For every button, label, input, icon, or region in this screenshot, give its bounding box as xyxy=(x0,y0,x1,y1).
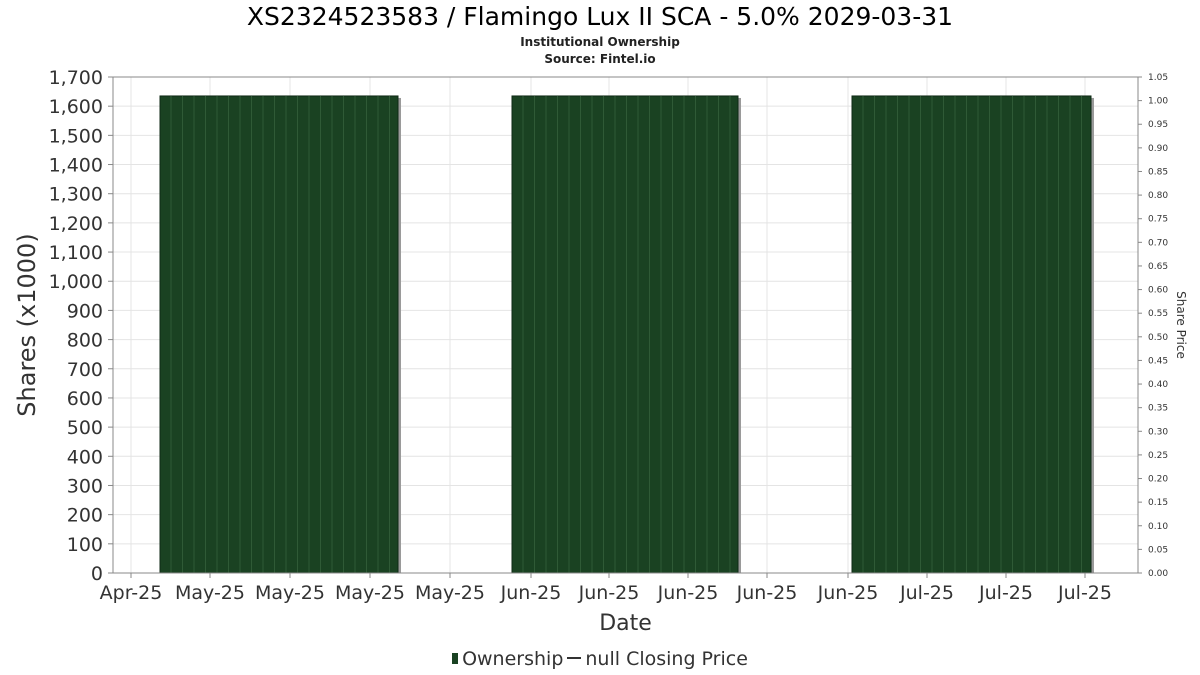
y-tick-label: 200 xyxy=(67,505,103,527)
y2-tick-label: 0.55 xyxy=(1148,309,1168,319)
y-tick-label: 400 xyxy=(67,446,103,468)
ownership-legend-swatch xyxy=(452,653,459,664)
y-tick-label: 1,200 xyxy=(49,213,103,235)
price-legend-label: null Closing Price xyxy=(585,648,748,670)
y-tick-label: 1,700 xyxy=(49,67,103,89)
x-tick-label: May-25 xyxy=(415,582,485,604)
y2-tick-label: 0.65 xyxy=(1148,262,1168,272)
x-tick-label: Jul-25 xyxy=(899,582,954,604)
y2-tick-label: 1.00 xyxy=(1148,97,1168,107)
x-tick-label: Jun-25 xyxy=(500,582,562,604)
plot-border xyxy=(112,76,1139,574)
y-tick-label: 0 xyxy=(91,563,103,585)
y2-tick-label: 0.95 xyxy=(1148,120,1168,130)
chart-title: XS2324523583 / Flamingo Lux II SCA - 5.0… xyxy=(246,2,954,31)
y2-tick-label: 0.20 xyxy=(1148,475,1168,485)
x-tick-label: Jul-25 xyxy=(978,582,1033,604)
chart-legend: Ownership null Closing Price xyxy=(0,648,1200,670)
ownership-bar xyxy=(511,95,739,574)
y2-tick-label: 0.15 xyxy=(1148,498,1168,508)
price-legend-line xyxy=(567,657,582,659)
y-tick-label: 900 xyxy=(67,300,103,322)
y-tick-label: 100 xyxy=(67,534,103,556)
x-tick-label: May-25 xyxy=(175,582,245,604)
y2-tick-label: 0.45 xyxy=(1148,356,1168,366)
y-tick-label: 300 xyxy=(67,475,103,497)
y-tick-label: 600 xyxy=(67,388,103,410)
y-tick-label: 1,300 xyxy=(49,184,103,206)
y-tick-label: 800 xyxy=(67,330,103,352)
y-tick-label: 700 xyxy=(67,359,103,381)
y-tick-label: 1,600 xyxy=(49,96,103,118)
y-tick-label: 1,400 xyxy=(49,155,103,177)
y2-tick-label: 0.05 xyxy=(1148,545,1168,555)
x-tick-label: Jun-25 xyxy=(578,582,640,604)
x-tick-label: Jun-25 xyxy=(817,582,879,604)
y2-tick-label: 0.35 xyxy=(1148,404,1168,414)
y2-tick-label: 0.70 xyxy=(1148,238,1168,248)
x-tick-label: Jun-25 xyxy=(736,582,798,604)
y2-tick-label: 0.90 xyxy=(1148,144,1168,154)
y2-tick-label: 0.60 xyxy=(1148,286,1168,296)
chart-source: Source: Fintel.io xyxy=(544,52,656,66)
ownership-legend-label: Ownership xyxy=(462,648,564,670)
x-axis-label: Date xyxy=(599,611,652,636)
y2-tick-label: 0.40 xyxy=(1148,380,1168,390)
x-tick-label: Apr-25 xyxy=(100,582,163,604)
y2-tick-label: 0.25 xyxy=(1148,451,1168,461)
y-tick-label: 1,000 xyxy=(49,271,103,293)
y2-tick-label: 0.10 xyxy=(1148,522,1168,532)
y-axis-label: Shares (x1000) xyxy=(13,233,41,416)
y2-tick-label: 0.85 xyxy=(1148,167,1168,177)
y-tick-label: 1,500 xyxy=(49,125,103,147)
y-tick-label: 500 xyxy=(67,417,103,439)
y2-tick-label: 0.00 xyxy=(1148,569,1168,579)
chart-subtitle: Institutional Ownership xyxy=(520,35,680,49)
y2-tick-label: 1.05 xyxy=(1148,73,1168,83)
y2-tick-label: 0.50 xyxy=(1148,333,1168,343)
ownership-chart: 0 100 200 300 400 500 600 700 800 900 1,000 1,100 1,… xyxy=(13,67,1188,636)
x-tick-label: Jul-25 xyxy=(1057,582,1112,604)
x-tick-label: May-25 xyxy=(335,582,405,604)
ownership-bar xyxy=(851,95,1092,574)
y2-tick-label: 0.30 xyxy=(1148,427,1168,437)
x-tick-label: Jun-25 xyxy=(657,582,719,604)
ownership-bar xyxy=(159,95,399,574)
y-tick-label: 1,100 xyxy=(49,242,103,264)
y2-tick-label: 0.75 xyxy=(1148,215,1168,225)
y2-axis-label: Share Price xyxy=(1174,291,1188,359)
x-tick-label: May-25 xyxy=(255,582,325,604)
y2-tick-label: 0.80 xyxy=(1148,191,1168,201)
